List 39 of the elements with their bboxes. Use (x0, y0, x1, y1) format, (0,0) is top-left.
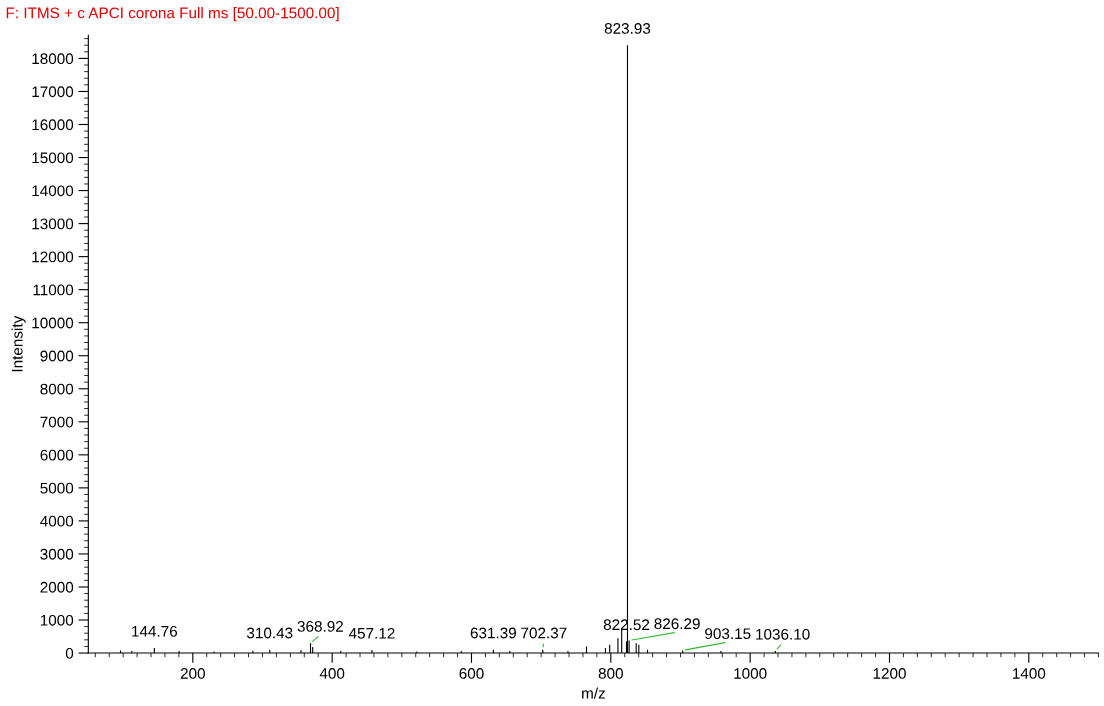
x-tick-label: 600 (459, 668, 484, 679)
x-tick-label: 400 (319, 668, 345, 679)
annotation: 823.93 (604, 23, 651, 34)
y-tick-label: 18000 (32, 53, 74, 65)
y-tick-label: 6000 (40, 449, 74, 461)
annotation: 826.29 (654, 618, 700, 630)
y-axis-title: Intensity (11, 315, 26, 372)
y-tick-label: 8000 (40, 383, 74, 395)
y-tick-label: 3000 (40, 548, 74, 560)
y-tick-label: 10000 (32, 317, 74, 329)
annotation: 457.12 (348, 627, 395, 639)
x-tick-label: 1200 (873, 668, 906, 679)
annotation: 144.76 (132, 625, 178, 637)
y-tick-label: 15000 (32, 152, 74, 164)
annotation: 368.92 (297, 620, 343, 632)
y-tick-label: 14000 (32, 185, 74, 197)
chart-title: F: ITMS + c APCI corona Full ms [50.00-1500.00] (6, 7, 339, 22)
y-tick-label: 9000 (40, 350, 74, 362)
y-tick-label: 16000 (32, 119, 74, 131)
annotation: 903.15 (705, 628, 751, 640)
x-axis-title: m/z (582, 687, 605, 699)
y-tick-label: 1000 (40, 614, 74, 626)
y-tick-label: 11000 (33, 284, 74, 296)
y-tick-label: 5000 (40, 482, 74, 494)
y-tick-label: 13000 (32, 218, 74, 230)
y-tick-label: 4000 (40, 515, 74, 527)
x-tick-label: 800 (598, 668, 623, 679)
y-tick-label: 0 (65, 647, 74, 659)
y-tick-label: 7000 (40, 416, 74, 428)
x-tick-label: 1400 (1012, 668, 1046, 679)
annotation: 1036.10 (756, 628, 810, 640)
x-tick-label: 200 (180, 668, 205, 679)
annotation: 310.43 (246, 627, 293, 639)
x-tick-label: 1000 (734, 668, 767, 679)
y-tick-label: 17000 (32, 86, 74, 98)
y-tick-label: 12000 (32, 251, 74, 263)
annotation: 702.37 (521, 627, 567, 639)
y-tick-label: 2000 (40, 581, 74, 593)
annotation: 631.39 (470, 627, 516, 639)
